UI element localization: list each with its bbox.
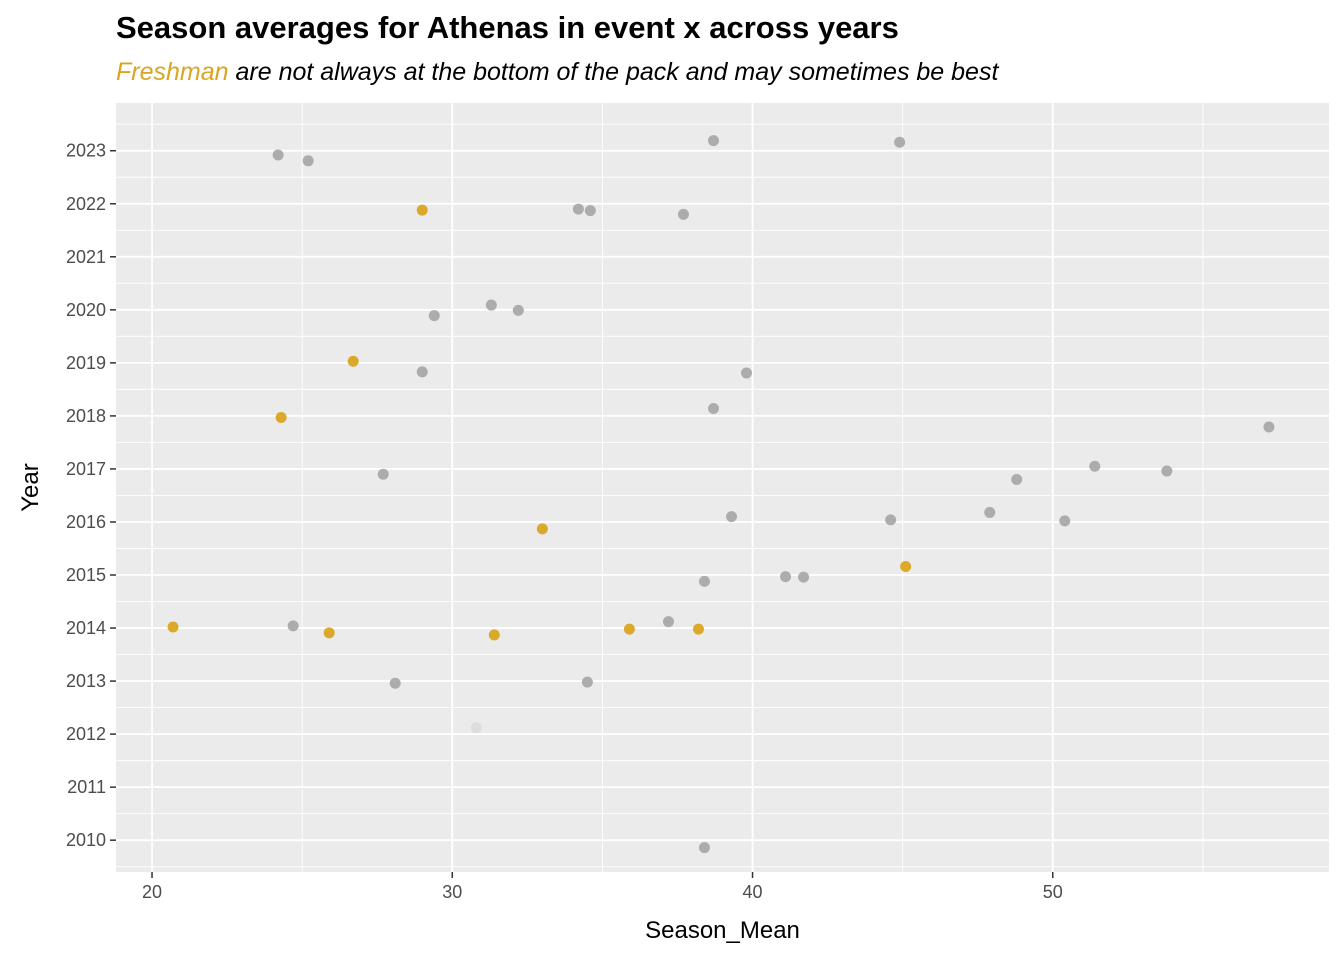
other-point (707, 135, 719, 147)
other-point (707, 402, 719, 414)
subtitle-highlight: Freshman (116, 58, 229, 86)
y-tick-label: 2010 (66, 830, 106, 850)
other-point (677, 208, 689, 220)
freshman-point (275, 411, 287, 423)
y-tick-label: 2013 (66, 671, 106, 691)
y-tick-label: 2019 (66, 353, 106, 373)
y-tick-label: 2015 (66, 565, 106, 585)
plot-panel (116, 103, 1329, 872)
y-tick-label: 2017 (66, 459, 106, 479)
freshman-point (536, 523, 548, 535)
other-point (485, 299, 497, 311)
x-tick-label: 50 (1043, 882, 1063, 902)
other-point (698, 842, 710, 854)
faded-point (470, 722, 482, 734)
y-tick-label: 2022 (66, 194, 106, 214)
other-point (1059, 515, 1071, 527)
data-points (167, 135, 1275, 854)
minor-gridlines (116, 103, 1329, 872)
freshman-point (900, 561, 912, 573)
x-tick-label: 30 (442, 882, 462, 902)
y-axis-title: Year (17, 463, 44, 512)
freshman-point (623, 623, 635, 635)
other-point (1089, 460, 1101, 472)
other-point (662, 616, 674, 628)
freshman-point (416, 204, 428, 216)
chart-title: Season averages for Athenas in event x a… (116, 10, 899, 45)
y-axis: 2010 2011 2012 2013 2014 2015 2016 2017 2018 2019… (66, 141, 116, 850)
y-tick-label: 2012 (66, 724, 106, 744)
other-point (726, 511, 738, 523)
x-tick-label: 20 (142, 882, 162, 902)
x-axis: 20 30 40 50 (142, 872, 1063, 902)
y-tick-label: 2020 (66, 300, 106, 320)
other-point (1161, 465, 1173, 477)
x-tick-label: 40 (743, 882, 763, 902)
other-point (389, 677, 401, 689)
other-point (741, 367, 753, 379)
other-point (572, 203, 584, 215)
freshman-point (323, 627, 335, 639)
y-tick-label: 2023 (66, 141, 106, 161)
other-point (798, 571, 810, 583)
major-gridlines (116, 103, 1329, 872)
freshman-point (347, 355, 359, 367)
y-tick-label: 2016 (66, 512, 106, 532)
freshman-point (692, 623, 704, 635)
other-point (272, 149, 284, 161)
subtitle-text: are not always at the bottom of the pack… (228, 58, 999, 86)
other-point (984, 506, 996, 518)
other-point (698, 575, 710, 587)
y-tick-label: 2014 (66, 618, 106, 638)
other-point (581, 676, 593, 688)
other-point (377, 468, 389, 480)
x-axis-title: Season_Mean (645, 917, 800, 944)
other-point (428, 310, 440, 322)
other-point (894, 136, 906, 148)
freshman-point (488, 629, 500, 641)
y-tick-label: 2018 (66, 406, 106, 426)
freshman-point (167, 621, 179, 633)
other-point (780, 571, 792, 583)
other-point (302, 155, 314, 167)
other-point (584, 205, 596, 217)
other-point (1263, 421, 1275, 433)
y-tick-label: 2021 (66, 247, 106, 267)
y-tick-label: 2011 (67, 777, 106, 797)
other-point (416, 366, 428, 378)
other-point (512, 304, 524, 316)
other-point (287, 620, 299, 632)
other-point (885, 514, 897, 526)
other-point (1011, 474, 1023, 486)
chart-subtitle: Freshman are not always at the bottom of… (116, 58, 998, 87)
